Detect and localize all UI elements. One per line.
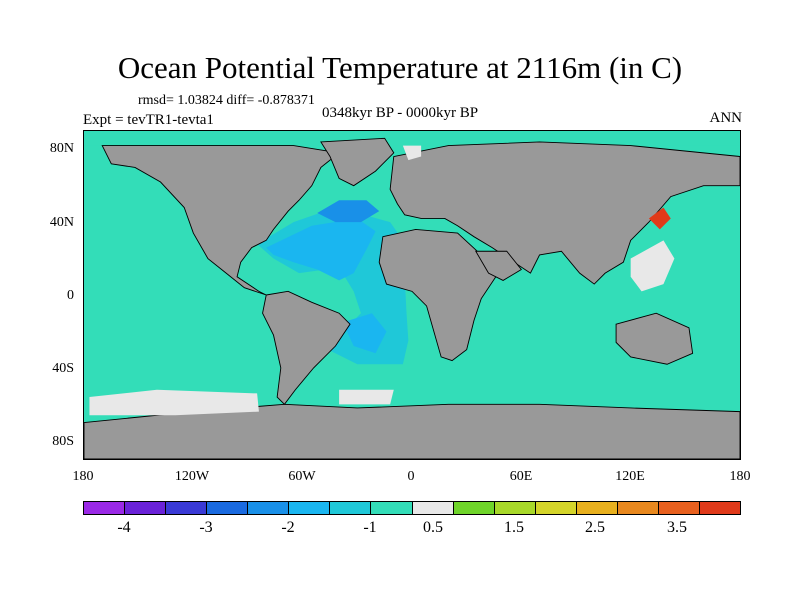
japan-sea-warm-anomaly — [648, 207, 671, 230]
lon-label-180w: 180 — [72, 469, 94, 484]
lat-label-40n: 40N — [49, 215, 74, 230]
colorbar-cell-10 — [494, 502, 536, 514]
colorbar-cell-13 — [617, 502, 659, 514]
south-atlantic-anomaly — [342, 313, 387, 354]
colorbar-label-neg3: -3 — [199, 519, 213, 536]
south-america — [262, 290, 351, 406]
plot-title: Ocean Potential Temperature at 2116m (in… — [117, 50, 683, 85]
arabia — [474, 250, 523, 281]
africa — [378, 228, 497, 362]
colorbar-cell-1 — [125, 502, 167, 514]
experiment-label: Expt = tevTR1-tevta1 — [83, 112, 214, 128]
lon-label-120e: 120E — [615, 469, 645, 484]
land-masses — [84, 137, 740, 459]
lon-label-0: 0 — [407, 469, 415, 484]
lon-label-60e: 60E — [509, 469, 533, 484]
colorbar-cell-15 — [699, 502, 740, 514]
rmsd-diff-stats: rmsd= 1.03824 diff= -0.878371 — [138, 93, 315, 108]
map-panel — [83, 130, 741, 460]
world-map — [84, 131, 740, 459]
arctic-ocean — [84, 131, 740, 146]
colorbar-cell-14 — [658, 502, 700, 514]
north-america — [101, 145, 341, 296]
labrador-sea-anomaly — [317, 200, 380, 223]
colorbar-cell-8 — [412, 502, 454, 514]
colorbar-cell-4 — [248, 502, 290, 514]
colorbar-cell-11 — [535, 502, 577, 514]
southern-ocean-light-region — [89, 389, 259, 416]
lat-label-40s: 40S — [52, 361, 74, 376]
lon-label-180e: 180 — [729, 469, 751, 484]
colorbar-label-0-5: 0.5 — [423, 519, 443, 536]
weddell-light-region — [339, 389, 394, 405]
lon-label-120w: 120W — [174, 469, 210, 484]
colorbar-cell-0 — [84, 502, 126, 514]
colorbar-cell-2 — [166, 502, 208, 514]
colorbar-label-3-5: 3.5 — [667, 519, 687, 536]
colorbar-cell-3 — [207, 502, 249, 514]
colorbar-label-neg1: -1 — [363, 519, 377, 536]
northwest-pacific-light-region — [630, 240, 675, 292]
colorbar-label-neg2: -2 — [281, 519, 295, 536]
period-label: 0348kyr BP - 0000kyr BP — [322, 105, 479, 121]
colorbar-cell-12 — [576, 502, 618, 514]
colorbar-cell-6 — [330, 502, 372, 514]
colorbar-cell-5 — [289, 502, 331, 514]
lat-label-80n: 80N — [49, 141, 74, 156]
colorbar-cell-9 — [453, 502, 495, 514]
eurasia — [389, 141, 740, 285]
season-label: ANN — [709, 110, 743, 126]
north-atlantic-anomaly — [266, 218, 376, 281]
greenland — [320, 137, 395, 187]
colorbar-label-neg4: -4 — [117, 519, 131, 536]
colorbar-label-2-5: 2.5 — [585, 519, 605, 536]
lat-label-0: 0 — [67, 288, 74, 303]
colorbar-label-1-5: 1.5 — [504, 519, 524, 536]
colorbar — [83, 501, 741, 515]
lat-label-80s: 80S — [52, 434, 74, 449]
australia — [615, 312, 694, 365]
colorbar-cell-7 — [371, 502, 413, 514]
arctic-light-region — [402, 145, 422, 161]
lon-label-60w: 60W — [288, 469, 316, 484]
